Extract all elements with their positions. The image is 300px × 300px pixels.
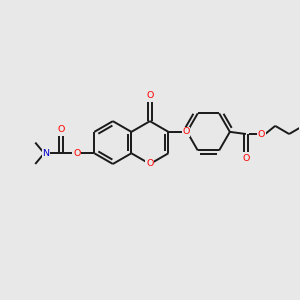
Text: N: N xyxy=(43,149,50,158)
Text: O: O xyxy=(242,154,250,163)
Text: O: O xyxy=(258,130,265,139)
Text: O: O xyxy=(146,91,154,100)
Text: O: O xyxy=(58,125,65,134)
Text: O: O xyxy=(182,128,190,136)
Text: O: O xyxy=(146,160,154,169)
Text: O: O xyxy=(73,149,80,158)
